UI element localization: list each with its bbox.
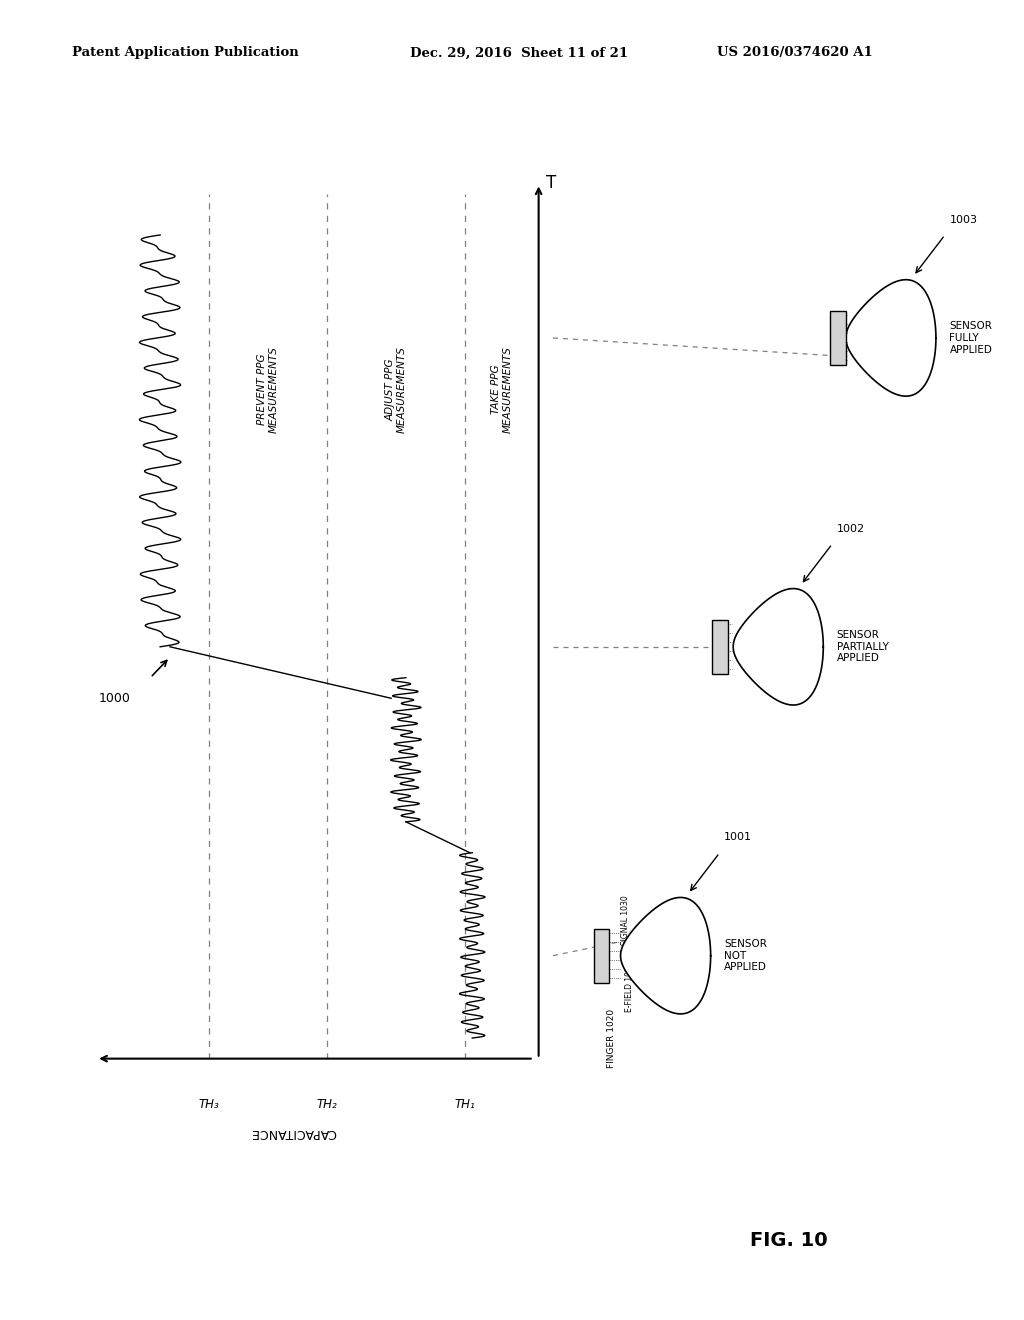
Text: E-FIELD 1031: E-FIELD 1031 [625,961,634,1012]
Text: O-SIGNAL 1030: O-SIGNAL 1030 [621,895,630,954]
Text: 1010: 1010 [660,1001,680,1010]
Text: 1010: 1010 [773,692,793,701]
Text: FINGER 1020: FINGER 1020 [607,1008,616,1068]
Text: 1002: 1002 [837,524,865,533]
Text: 1001: 1001 [724,833,753,842]
Text: SENSOR
PARTIALLY
APPLIED: SENSOR PARTIALLY APPLIED [837,630,889,664]
Text: 1000: 1000 [98,692,131,705]
Text: TAKE PPG
MEASUREMENTS: TAKE PPG MEASUREMENTS [490,346,513,433]
Text: US 2016/0374620 A1: US 2016/0374620 A1 [717,46,872,59]
Text: ADJUST PPG
MEASUREMENTS: ADJUST PPG MEASUREMENTS [385,346,407,433]
Text: TH₁: TH₁ [455,1098,475,1111]
Text: 1003: 1003 [949,215,978,224]
Text: PREVENT PPG
MEASUREMENTS: PREVENT PPG MEASUREMENTS [257,346,280,433]
Text: TH₃: TH₃ [199,1098,220,1111]
Text: 1011: 1011 [886,351,905,360]
Text: 1011: 1011 [660,969,680,978]
Text: 1031: 1031 [741,660,761,669]
Text: FIG. 10: FIG. 10 [750,1232,827,1250]
Text: 1031: 1031 [629,969,648,978]
Text: 1031: 1031 [854,351,873,360]
Text: SENSOR
FULLY
APPLIED: SENSOR FULLY APPLIED [949,321,992,355]
Bar [712,620,727,673]
Text: T: T [546,174,556,193]
Text: TH₂: TH₂ [316,1098,338,1111]
Text: 1011: 1011 [773,660,793,669]
Text: SENSOR
NOT
APPLIED: SENSOR NOT APPLIED [724,939,767,973]
Polygon shape [621,898,711,1014]
Text: Patent Application Publication: Patent Application Publication [72,46,298,59]
Text: 1010: 1010 [886,383,905,392]
Bar [594,929,609,982]
Polygon shape [846,280,936,396]
Bar [830,312,846,364]
Polygon shape [733,589,823,705]
Text: Dec. 29, 2016  Sheet 11 of 21: Dec. 29, 2016 Sheet 11 of 21 [410,46,628,59]
Text: CAPACITANCE: CAPACITANCE [250,1126,336,1139]
